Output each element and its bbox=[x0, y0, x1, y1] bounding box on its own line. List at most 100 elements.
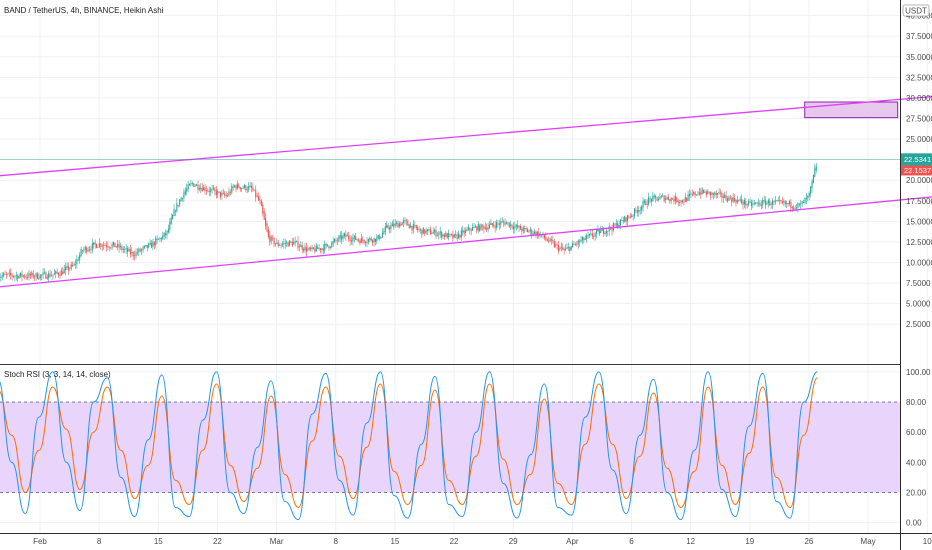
candle-body bbox=[65, 266, 67, 271]
candle-body bbox=[277, 242, 279, 246]
candle-body bbox=[788, 201, 791, 205]
candle-body bbox=[257, 196, 260, 201]
candle-body bbox=[760, 204, 762, 206]
candle-body bbox=[53, 273, 55, 275]
candle-body bbox=[639, 210, 641, 211]
candle-body bbox=[459, 234, 461, 238]
candle-body bbox=[659, 196, 661, 200]
candle-body bbox=[745, 201, 747, 206]
channel-lower-line[interactable] bbox=[0, 184, 932, 288]
time-axis-tick-label: 15 bbox=[390, 537, 399, 546]
candle-body bbox=[84, 247, 86, 250]
candle-body bbox=[117, 243, 119, 247]
candle-body bbox=[501, 221, 503, 223]
stoch-rsi-axis-tick-label: 0.00 bbox=[906, 519, 922, 528]
candle-body bbox=[498, 223, 500, 225]
candle-body bbox=[766, 202, 768, 205]
candle-body bbox=[39, 274, 41, 279]
stoch-rsi-title[interactable]: Stoch RSI (3, 3, 14, 14, close) bbox=[4, 370, 111, 379]
time-axis-tick-label: 15 bbox=[154, 537, 163, 546]
candle-body bbox=[245, 185, 247, 191]
price-axis-tick-label: 7.5000 bbox=[906, 279, 931, 288]
candle-body bbox=[15, 275, 17, 277]
time-axis-labels[interactable]: Feb 8 15 22 Mar 8 15 22 29 Apr 6 12 19 26 May 10 bbox=[33, 537, 932, 546]
price-pane[interactable] bbox=[0, 86, 932, 288]
candle-body bbox=[35, 272, 37, 277]
candle-body bbox=[486, 227, 488, 230]
candle-body bbox=[536, 231, 538, 235]
candle-body bbox=[635, 210, 637, 212]
candle-body bbox=[460, 230, 462, 237]
candle-body bbox=[381, 232, 384, 238]
candle-body bbox=[91, 243, 93, 250]
candle-body bbox=[129, 249, 131, 255]
candle-body bbox=[674, 196, 676, 202]
candle-body bbox=[725, 195, 727, 200]
chart-title[interactable]: BAND / TetherUS, 4h, BINANCE, Heikin Ash… bbox=[4, 6, 164, 15]
candle-body bbox=[403, 220, 405, 224]
channel-upper-line[interactable] bbox=[0, 86, 932, 177]
candle-body bbox=[764, 200, 767, 206]
candle-body bbox=[491, 223, 493, 226]
candle-body bbox=[165, 233, 167, 236]
candle-body bbox=[494, 225, 496, 229]
candle-body bbox=[438, 233, 440, 235]
candle-body bbox=[683, 201, 685, 203]
candle-body bbox=[248, 186, 250, 190]
highlight-zone-box[interactable] bbox=[804, 101, 899, 119]
candle-body bbox=[12, 276, 15, 277]
candle-body bbox=[96, 244, 98, 249]
candle-body bbox=[86, 247, 88, 252]
candle-body bbox=[367, 239, 369, 243]
candle-body bbox=[372, 240, 374, 243]
candle-body bbox=[693, 191, 695, 195]
stoch-rsi-pane[interactable] bbox=[0, 371, 900, 521]
candle-body bbox=[524, 228, 526, 229]
candle-body bbox=[600, 230, 602, 234]
candle-body bbox=[17, 275, 19, 279]
candle-body bbox=[190, 183, 192, 185]
candle-body bbox=[227, 195, 229, 197]
candle-body bbox=[631, 215, 633, 217]
candle-body bbox=[590, 233, 592, 235]
candle-body bbox=[300, 244, 302, 248]
candle-body bbox=[388, 227, 391, 230]
candle-body bbox=[493, 224, 495, 226]
candle-body bbox=[466, 229, 468, 231]
candle-body bbox=[632, 215, 634, 217]
price-axis-tick-label: 25.0000 bbox=[906, 135, 932, 144]
candle-body bbox=[283, 242, 285, 245]
candle-body bbox=[174, 210, 176, 212]
candle-body bbox=[648, 197, 650, 205]
stoch-rsi-axis-tick-label: 40.00 bbox=[906, 458, 927, 467]
candle-body bbox=[67, 266, 69, 271]
candle-body bbox=[593, 235, 595, 237]
currency-badge[interactable] bbox=[902, 4, 930, 17]
candle-body bbox=[250, 185, 253, 188]
candle-body bbox=[355, 236, 357, 240]
candle-body bbox=[653, 195, 655, 198]
stoch-rsi-axis-labels[interactable]: 0.00 20.00 40.00 60.00 80.00 100.00 bbox=[906, 368, 931, 528]
candle-body bbox=[715, 192, 717, 196]
candle-body bbox=[724, 194, 726, 198]
candle-body bbox=[260, 200, 262, 207]
candle-body bbox=[105, 245, 107, 247]
candle-body bbox=[132, 252, 134, 257]
candle-body bbox=[339, 234, 341, 238]
candle-body bbox=[462, 230, 464, 233]
candle-body bbox=[545, 237, 547, 240]
candle-body bbox=[652, 195, 654, 201]
candle-body bbox=[404, 220, 406, 222]
candle-body bbox=[769, 200, 771, 206]
candle-body bbox=[150, 243, 153, 248]
candle-body bbox=[601, 228, 603, 231]
candle-body bbox=[597, 229, 599, 232]
candle-body bbox=[179, 199, 181, 206]
candle-body bbox=[69, 268, 71, 270]
candle-body bbox=[265, 217, 267, 226]
candle-body bbox=[21, 273, 23, 277]
candle-body bbox=[194, 185, 196, 187]
candle-body bbox=[8, 272, 10, 274]
candle-body bbox=[532, 233, 534, 235]
